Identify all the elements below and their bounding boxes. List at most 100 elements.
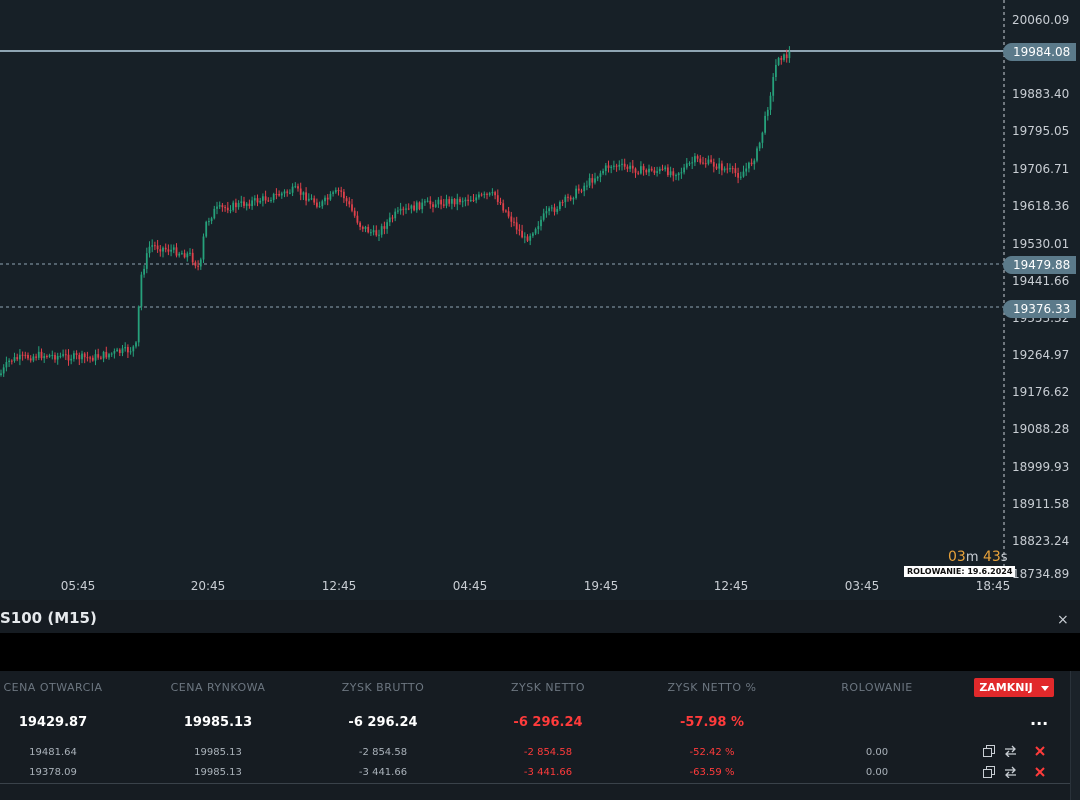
candle-body bbox=[623, 163, 626, 167]
candle-body bbox=[105, 351, 108, 358]
candle-body bbox=[86, 357, 89, 359]
candle-body bbox=[210, 218, 213, 222]
candle-body bbox=[777, 58, 780, 65]
more-options-icon[interactable]: ... bbox=[1030, 710, 1049, 729]
candle-body bbox=[467, 199, 469, 201]
candle-body bbox=[726, 168, 729, 170]
candle-body bbox=[664, 167, 667, 170]
close-panel-icon[interactable]: × bbox=[1057, 612, 1069, 628]
candle-body bbox=[364, 226, 367, 229]
candle-body bbox=[386, 222, 388, 229]
candle-body bbox=[631, 165, 634, 169]
candle-body bbox=[159, 249, 162, 252]
candle-body bbox=[16, 357, 19, 360]
candle-body bbox=[48, 355, 51, 357]
candle-body bbox=[194, 262, 197, 266]
candle-body bbox=[83, 353, 86, 358]
candle-body bbox=[183, 253, 186, 258]
chart-canvas[interactable] bbox=[0, 0, 1080, 600]
y-tick: 19088.28 bbox=[1012, 422, 1070, 436]
candle-body bbox=[97, 354, 100, 358]
col-header-net-profit[interactable]: ZYSK NETTO bbox=[510, 681, 586, 694]
candle-body bbox=[172, 247, 175, 250]
close-icon[interactable] bbox=[1035, 766, 1045, 780]
col-header-market-price[interactable]: CENA RYNKOWA bbox=[170, 681, 266, 694]
candle-body bbox=[19, 354, 21, 360]
candle-body bbox=[343, 191, 345, 199]
candle-body bbox=[375, 230, 378, 236]
candle-body bbox=[599, 173, 602, 177]
candle-body bbox=[361, 226, 364, 229]
candle-body bbox=[429, 200, 432, 205]
candle-body bbox=[464, 199, 467, 202]
candle-body bbox=[445, 199, 448, 206]
copy-icon[interactable] bbox=[983, 745, 995, 760]
candle-body bbox=[629, 165, 631, 169]
candle-body bbox=[750, 162, 753, 165]
y-tick: 19176.62 bbox=[1012, 385, 1070, 399]
scrollbar[interactable] bbox=[1070, 671, 1080, 800]
position-price-tag: 19479.88 bbox=[1003, 256, 1077, 274]
candle-body bbox=[677, 173, 680, 176]
candle-body bbox=[553, 207, 556, 212]
candle-body bbox=[189, 252, 191, 254]
candle-body bbox=[221, 205, 224, 208]
price-chart[interactable]: 20060.09 19883.40 19795.05 19706.71 1961… bbox=[0, 0, 1080, 600]
candle-body bbox=[510, 216, 513, 222]
row-market-price: 19985.13 bbox=[194, 747, 242, 758]
y-tick: 18999.93 bbox=[1012, 460, 1070, 474]
row-open-price: 19481.64 bbox=[29, 747, 77, 758]
close-all-button[interactable]: ZAMKNIJ bbox=[974, 678, 1054, 697]
candle-body bbox=[769, 95, 772, 110]
candle-body bbox=[494, 192, 496, 196]
candle-body bbox=[108, 354, 110, 358]
candle-body bbox=[488, 193, 491, 195]
candle-body bbox=[712, 162, 715, 167]
candle-body bbox=[567, 196, 569, 198]
candle-body bbox=[683, 167, 685, 173]
y-tick: 19530.01 bbox=[1012, 237, 1070, 251]
candle-body bbox=[421, 202, 424, 210]
candle-body bbox=[699, 158, 702, 163]
candle-body bbox=[167, 249, 170, 252]
y-tick: 18734.89 bbox=[1012, 567, 1070, 581]
candle-body bbox=[653, 170, 656, 173]
reverse-icon[interactable] bbox=[1004, 766, 1017, 781]
candle-body bbox=[251, 200, 253, 207]
candle-body bbox=[586, 185, 588, 187]
candle-body bbox=[550, 207, 553, 209]
candle-body bbox=[613, 165, 615, 167]
candle-body bbox=[672, 171, 675, 176]
countdown-minutes-unit: m bbox=[965, 550, 979, 565]
candle-body bbox=[78, 354, 81, 360]
candle-body bbox=[324, 197, 326, 202]
candle-body bbox=[513, 221, 515, 223]
row-net-profit-pct: -63.59 % bbox=[689, 767, 735, 778]
candle-body bbox=[294, 186, 297, 188]
candle-body bbox=[758, 142, 761, 149]
close-icon[interactable] bbox=[1035, 745, 1045, 759]
candle-body bbox=[226, 207, 229, 211]
candle-body bbox=[764, 115, 766, 133]
reverse-icon[interactable] bbox=[1004, 745, 1017, 760]
candle-body bbox=[669, 171, 672, 176]
candle-body bbox=[602, 171, 604, 174]
candle-body bbox=[248, 203, 251, 207]
candle-body bbox=[569, 197, 572, 200]
candle-body bbox=[469, 199, 472, 201]
candle-body bbox=[604, 165, 607, 172]
col-header-net-profit-pct[interactable]: ZYSK NETTO % bbox=[667, 681, 757, 694]
y-tick: 19883.40 bbox=[1012, 87, 1070, 101]
candle-body bbox=[731, 168, 734, 170]
col-header-rollover[interactable]: ROLOWANIE bbox=[841, 681, 913, 694]
candle-body bbox=[432, 204, 434, 207]
col-header-open-price[interactable]: CENA OTWARCIA bbox=[3, 681, 103, 694]
candle-body bbox=[707, 159, 710, 164]
col-header-gross-profit[interactable]: ZYSK BRUTTO bbox=[341, 681, 425, 694]
candle-body bbox=[348, 201, 351, 205]
candle-body bbox=[710, 159, 712, 163]
candle-body bbox=[640, 166, 642, 174]
candle-body bbox=[478, 194, 480, 198]
candle-body bbox=[761, 132, 764, 143]
copy-icon[interactable] bbox=[983, 766, 995, 781]
